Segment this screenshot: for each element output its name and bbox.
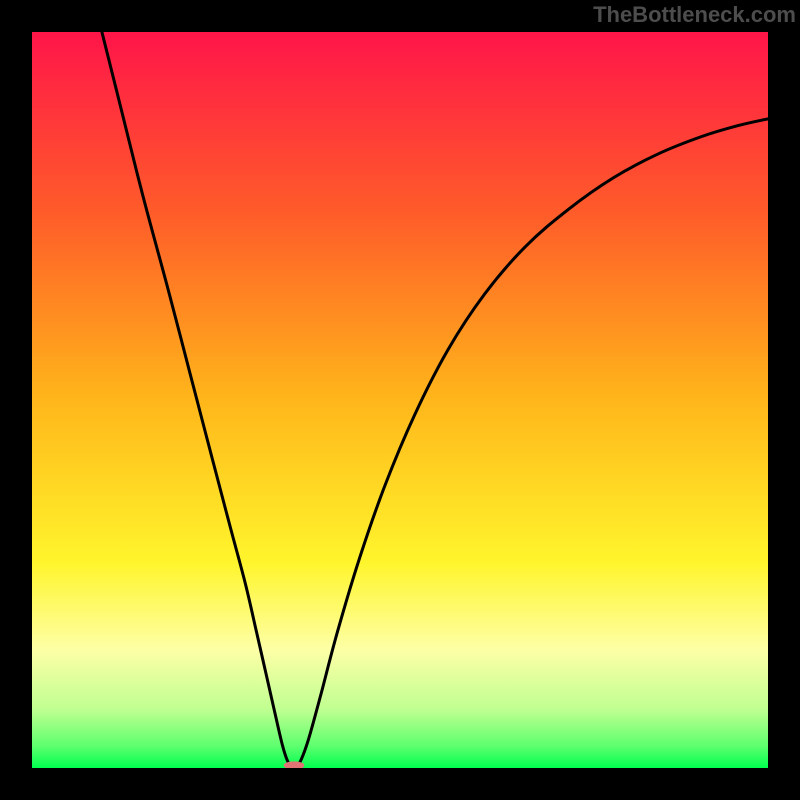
watermark-label: TheBottleneck.com (593, 2, 796, 28)
gradient-background (32, 32, 768, 768)
bottleneck-chart (32, 32, 768, 768)
